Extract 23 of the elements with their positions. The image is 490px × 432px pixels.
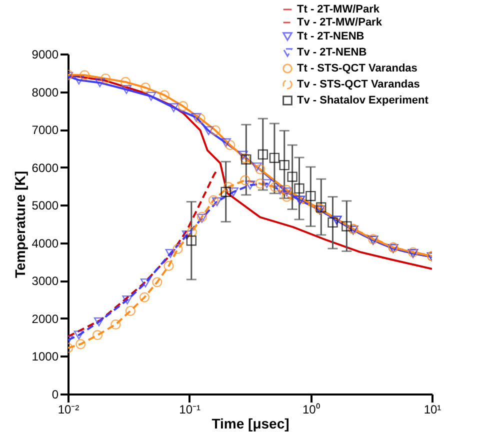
- x-tick-label: 10¹: [424, 402, 442, 416]
- legend-label: Tt - 2T-NENB: [297, 30, 364, 42]
- y-tick-label: 9000: [32, 48, 59, 62]
- x-axis-title: Time [μsec]: [212, 416, 290, 432]
- y-tick-label: 8000: [32, 85, 59, 100]
- legend-label: Tv - 2T-NENB: [297, 46, 367, 58]
- y-tick-label: 5000: [32, 198, 59, 213]
- y-axis-title: Temperature [K]: [12, 170, 28, 278]
- legend-label: Tv - 2T-MW/Park: [297, 16, 383, 28]
- y-tick-label: 7000: [32, 123, 59, 138]
- x-tick-label: 10⁻¹: [179, 402, 201, 416]
- y-tick-label: 2000: [32, 312, 59, 326]
- legend-label: Tv - Shatalov Experiment: [297, 94, 429, 106]
- x-tick-label: 10⁰: [302, 402, 320, 416]
- y-tick-label: 0: [52, 388, 59, 402]
- x-tick-label: 10⁻²: [58, 402, 80, 416]
- legend-label: Tt - 2T-MW/Park: [297, 4, 380, 16]
- y-tick-label: 1000: [32, 350, 59, 364]
- y-tick-label: 4000: [32, 236, 59, 250]
- legend-label: Tt - STS-QCT Varandas: [297, 62, 418, 74]
- y-tick-label: 3000: [32, 274, 59, 288]
- y-tick-label: 6000: [32, 160, 59, 175]
- legend-label: Tv - STS-QCT Varandas: [297, 78, 420, 90]
